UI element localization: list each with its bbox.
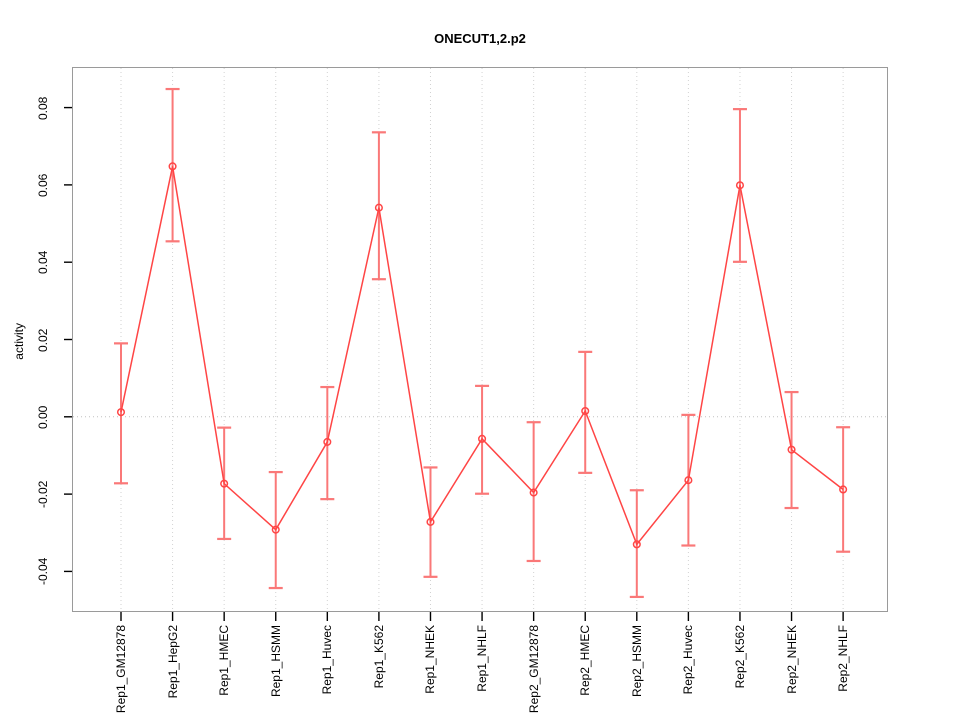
x-tick-label: Rep1_NHLF xyxy=(475,625,490,692)
x-tick-label: Rep1_HepG2 xyxy=(165,625,180,699)
y-tick-label: -0.02 xyxy=(36,480,50,508)
x-tick-label: Rep2_Huvec xyxy=(681,625,696,695)
x-tick-label: Rep2_HMEC xyxy=(578,625,593,696)
chart-title: ONECUT1,2.p2 xyxy=(434,31,526,46)
plot-area xyxy=(72,67,888,612)
x-tick-label: Rep2_K562 xyxy=(732,625,747,689)
y-tick-label: 0.08 xyxy=(36,95,50,120)
y-tick-label: 0.00 xyxy=(36,405,50,429)
x-tick-label: Rep2_HSMM xyxy=(629,625,644,698)
y-axis-label: activity xyxy=(12,323,26,360)
x-tick-label: Rep1_K562 xyxy=(371,625,386,689)
x-tick-label: Rep1_HMEC xyxy=(217,625,232,696)
y-tick-label: -0.04 xyxy=(36,557,50,586)
x-tick-label: Rep2_GM12878 xyxy=(526,625,541,714)
x-tick-label: Rep1_HSMM xyxy=(268,625,283,698)
x-tick-label: Rep1_GM12878 xyxy=(114,625,128,714)
y-tick-label: 0.06 xyxy=(36,173,50,197)
y-tick-label: 0.02 xyxy=(36,327,50,352)
x-tick-label: Rep1_NHEK xyxy=(423,625,438,694)
x-tick-label: Rep1_Huvec xyxy=(320,625,335,695)
x-tick-label: Rep2_NHEK xyxy=(784,625,799,694)
y-tick-label: 0.04 xyxy=(36,250,50,274)
x-tick-label: Rep2_NHLF xyxy=(836,625,851,692)
